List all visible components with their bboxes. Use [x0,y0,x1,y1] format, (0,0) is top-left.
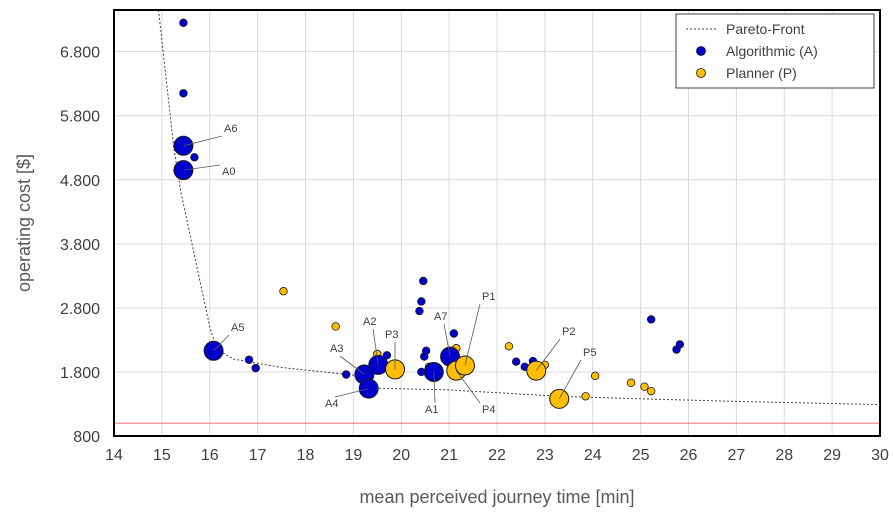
y-tick-label: 6.800 [60,45,100,62]
point-label: P2 [562,326,575,338]
algorithmic-point [341,370,351,379]
y-tick-label: 800 [73,429,100,446]
point-label: P3 [385,329,398,341]
leader-line [339,355,365,375]
x-axis-label: mean perceived journey time [min] [359,487,634,507]
leader-line [183,164,221,171]
algorithmic-point [415,306,424,316]
x-tick-label: 27 [727,447,745,464]
algorithmic-point [417,297,426,306]
algorithmic-point [449,329,459,338]
leader-line [464,303,481,366]
point-label: A6 [224,123,237,135]
point-label: A7 [434,311,447,323]
legend-label: Pareto-Front [726,21,805,37]
x-tick-label: 21 [440,447,458,464]
algorithmic-point [382,351,392,360]
point-label: P5 [583,347,596,359]
algorithmic-point [421,346,431,355]
y-tick-label: 3.800 [60,237,100,254]
x-tick-label: 17 [249,447,267,464]
planner-point [640,382,649,391]
leader-line [372,328,379,365]
leader-line [455,370,481,404]
algorithmic-point [179,18,188,28]
planner-point [581,392,590,401]
legend-label: Algorithmic (A) [726,43,818,59]
planner-point [626,378,636,388]
x-tick-label: 24 [584,447,602,464]
data-points [179,18,685,401]
leader-line [433,371,436,404]
x-tick-label: 29 [823,447,841,464]
y-tick-label: 1.800 [60,365,100,382]
planner-point [331,322,340,331]
x-tick-label: 14 [105,447,123,464]
point-label: A1 [425,404,438,416]
planner-point [590,371,600,380]
algorithmic-point [179,89,188,98]
x-tick-label: 25 [632,447,650,464]
point-label: A4 [325,398,338,410]
leader-line [213,334,230,352]
leader-line [558,359,582,400]
x-tick-label: 28 [775,447,793,464]
point-label: A0 [222,166,235,178]
y-tick-label: 4.800 [60,173,100,190]
x-tick-label: 18 [297,447,315,464]
leader-line [535,338,561,371]
x-tick-label: 15 [153,447,171,464]
planner-point [279,287,288,296]
algorithmic-point [244,355,254,364]
y-tick-label: 2.800 [60,301,100,318]
point-label: A3 [330,343,343,355]
x-tick-label: 19 [344,447,362,464]
leader-line [334,388,369,398]
algorithmic-point [675,340,685,349]
algorithmic-point [511,357,521,366]
point-label: A5 [231,322,244,334]
legend-marker [696,68,706,78]
y-tick-label: 5.800 [60,109,100,126]
x-tick-label: 20 [392,447,410,464]
x-tick-label: 22 [488,447,506,464]
legend: Pareto-Front Algorithmic (A) Planner (P) [675,13,875,89]
leader-line [183,135,223,147]
y-axis-label: operating cost [$] [14,154,34,292]
y-tick-labels: 800 1.800 2.800 3.800 4.800 5.800 6.800 [60,45,100,446]
algorithmic-point [251,363,260,373]
planner-point [504,342,514,351]
leader-line [443,323,451,357]
x-tick-label: 16 [201,447,219,464]
point-label: A2 [363,316,376,328]
x-tick-labels: 14 15 16 17 18 19 20 21 22 23 24 25 26 27 28 29 30 [105,447,889,464]
x-tick-label: 23 [536,447,554,464]
algorithmic-point [646,315,656,324]
planner-point [646,386,656,396]
x-tick-label: 26 [680,447,698,464]
plot-frame [113,9,881,437]
x-tick-label: 30 [871,447,889,464]
legend-marker [696,46,706,56]
legend-label: Planner (P) [726,65,797,81]
point-label: P4 [482,404,495,416]
algorithmic-point [190,153,199,162]
point-annotations: A6 A0 A5 A3 A2 A4 A1 A7 P3 P4 P1 P2 P5 [173,123,596,416]
point-label: P1 [482,291,495,303]
algorithmic-point [419,276,428,286]
legend-box [675,13,875,89]
